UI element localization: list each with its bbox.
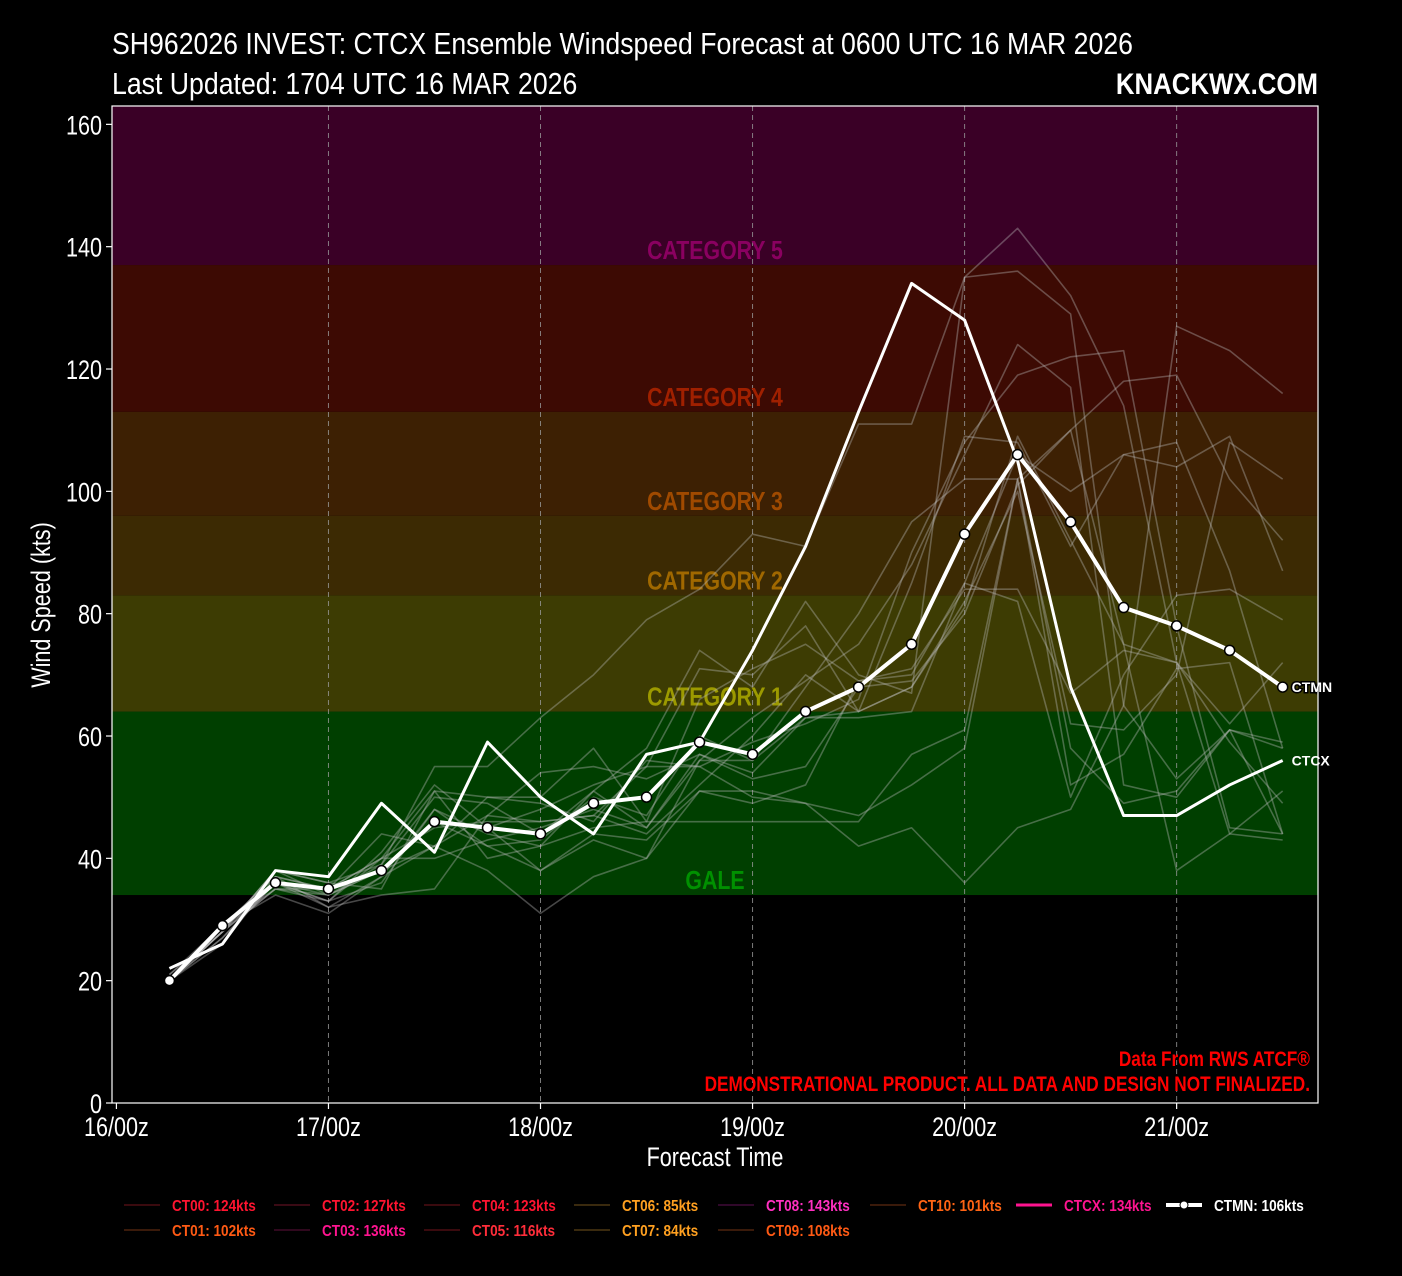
x-tick-label: 19/00z xyxy=(720,1113,785,1143)
legend-item: CT08: 143kts xyxy=(718,1198,850,1215)
source-note: Data From RWS ATCF® xyxy=(1119,1049,1310,1072)
y-tick-label: 0 xyxy=(90,1090,102,1120)
y-tick-label: 160 xyxy=(66,111,102,141)
ctmn-end-label: CTMN xyxy=(1292,679,1332,695)
legend-item: CT01: 102kts xyxy=(124,1223,256,1240)
legend-label: CT10: 101kts xyxy=(918,1198,1002,1215)
band-category-1 xyxy=(112,595,1318,712)
legend-label: CT08: 143kts xyxy=(766,1198,850,1215)
member-line-ct00 xyxy=(168,582,1284,982)
legend-label: CT00: 124kts xyxy=(172,1198,256,1215)
ctmn-point xyxy=(693,736,706,748)
member-line-extra-12 xyxy=(168,429,1283,976)
legend-item: CT06: 85kts xyxy=(574,1198,698,1215)
y-tick-label: 40 xyxy=(78,845,102,875)
x-tick-label: 21/00z xyxy=(1144,1113,1209,1143)
member-line-extra-14 xyxy=(168,374,1284,982)
ctcx-end-label: CTCX xyxy=(1292,752,1331,768)
band-label: CATEGORY 2 xyxy=(647,566,783,596)
ctmn-point xyxy=(799,705,812,718)
legend-item: CT04: 123kts xyxy=(424,1198,556,1215)
legend-label: CT02: 127kts xyxy=(322,1198,406,1215)
x-axis-label: Forecast Time xyxy=(647,1143,784,1173)
x-tick-label: 18/00z xyxy=(508,1113,573,1143)
legend-label: CT01: 102kts xyxy=(172,1223,256,1240)
legend-label: CT03: 136kts xyxy=(322,1223,406,1240)
ctmn-point xyxy=(1011,448,1024,461)
legend-item: CT03: 136kts xyxy=(274,1223,406,1240)
ctmn-point xyxy=(163,974,176,987)
ctmn-point xyxy=(534,828,547,840)
y-axis-label: Wind Speed (kts) xyxy=(27,522,57,688)
ctmn-point xyxy=(375,864,388,877)
member-line-ct04 xyxy=(168,435,1284,982)
x-tick-label: 17/00z xyxy=(296,1113,361,1143)
ctmn-point xyxy=(1223,644,1236,657)
legend-item: CTCX: 134kts xyxy=(1016,1198,1152,1215)
member-line-ct06 xyxy=(168,343,1283,982)
legend-label: CT04: 123kts xyxy=(472,1198,556,1215)
legend-item: CT02: 127kts xyxy=(274,1198,406,1215)
band-category-4 xyxy=(112,265,1318,412)
x-tick-label: 16/00z xyxy=(84,1113,149,1143)
ctmn-point xyxy=(852,681,865,693)
legend-item: CT10: 101kts xyxy=(870,1198,1002,1215)
y-tick-label: 120 xyxy=(66,356,102,386)
ctmn-point xyxy=(481,822,494,834)
member-line-ct08 xyxy=(168,435,1284,982)
ctmn-point xyxy=(216,919,229,932)
ctmn-point xyxy=(1064,516,1077,528)
legend-item: CT05: 116kts xyxy=(424,1223,555,1240)
ctmn-point xyxy=(322,883,335,895)
chart-title: SH962026 INVEST: CTCX Ensemble Windspeed… xyxy=(112,26,1133,61)
legend-label: CT05: 116kts xyxy=(472,1223,555,1240)
legend-item: CTMN: 106kts xyxy=(1166,1198,1304,1215)
legend-item: CT00: 124kts xyxy=(124,1198,256,1215)
ctmn-point xyxy=(1170,620,1183,632)
plot-frame xyxy=(111,105,1319,1104)
legend-label: CT09: 108kts xyxy=(766,1223,850,1240)
legend-label: CT06: 85kts xyxy=(622,1198,698,1215)
band-label: CATEGORY 1 xyxy=(647,683,783,713)
legend-item: CT07: 84kts xyxy=(574,1223,698,1240)
member-line-ct02 xyxy=(168,349,1283,982)
band-category-3 xyxy=(112,411,1318,516)
ctmn-point xyxy=(1117,601,1130,614)
ctmn-point xyxy=(587,797,600,810)
y-tick-label: 60 xyxy=(78,723,102,753)
legend-marker xyxy=(1179,1200,1189,1210)
y-tick-label: 80 xyxy=(78,600,102,630)
legend-label: CT07: 84kts xyxy=(622,1223,698,1240)
legend-label: CTCX: 134kts xyxy=(1064,1198,1152,1215)
ctmn-point xyxy=(958,528,971,540)
legend-label: CTMN: 106kts xyxy=(1214,1198,1304,1215)
chart-subtitle: Last Updated: 1704 UTC 16 MAR 2026 xyxy=(112,66,578,101)
disclaimer-note: DEMONSTRATIONAL PRODUCT. ALL DATA AND DE… xyxy=(705,1074,1310,1097)
ctmn-point xyxy=(746,748,759,761)
member-line-extra-13 xyxy=(168,270,1284,976)
band-label: CATEGORY 5 xyxy=(647,236,783,266)
y-tick-label: 20 xyxy=(78,967,102,997)
y-tick-label: 100 xyxy=(66,478,102,508)
legend-item: CT09: 108kts xyxy=(718,1223,850,1240)
band-category-2 xyxy=(112,515,1318,596)
ctmn-line xyxy=(167,452,1284,983)
member-line-ct09 xyxy=(168,478,1284,982)
ctmn-point xyxy=(1276,681,1289,693)
y-tick-label: 140 xyxy=(66,233,102,263)
band-label: CATEGORY 4 xyxy=(647,383,783,413)
member-line-ct05 xyxy=(168,325,1284,982)
ctmn-point xyxy=(905,638,918,651)
ctmn-point xyxy=(428,815,441,828)
member-line-extra-11 xyxy=(168,588,1284,982)
band-label: GALE xyxy=(685,866,744,896)
ctmn-point xyxy=(640,791,653,803)
ctmn-point xyxy=(269,877,282,889)
ctcx-line xyxy=(168,281,1284,970)
x-tick-label: 20/00z xyxy=(932,1113,997,1143)
band-category-5 xyxy=(112,106,1318,266)
band-label: CATEGORY 3 xyxy=(647,487,783,517)
brand-watermark: KNACKWX.COM xyxy=(1115,68,1318,101)
